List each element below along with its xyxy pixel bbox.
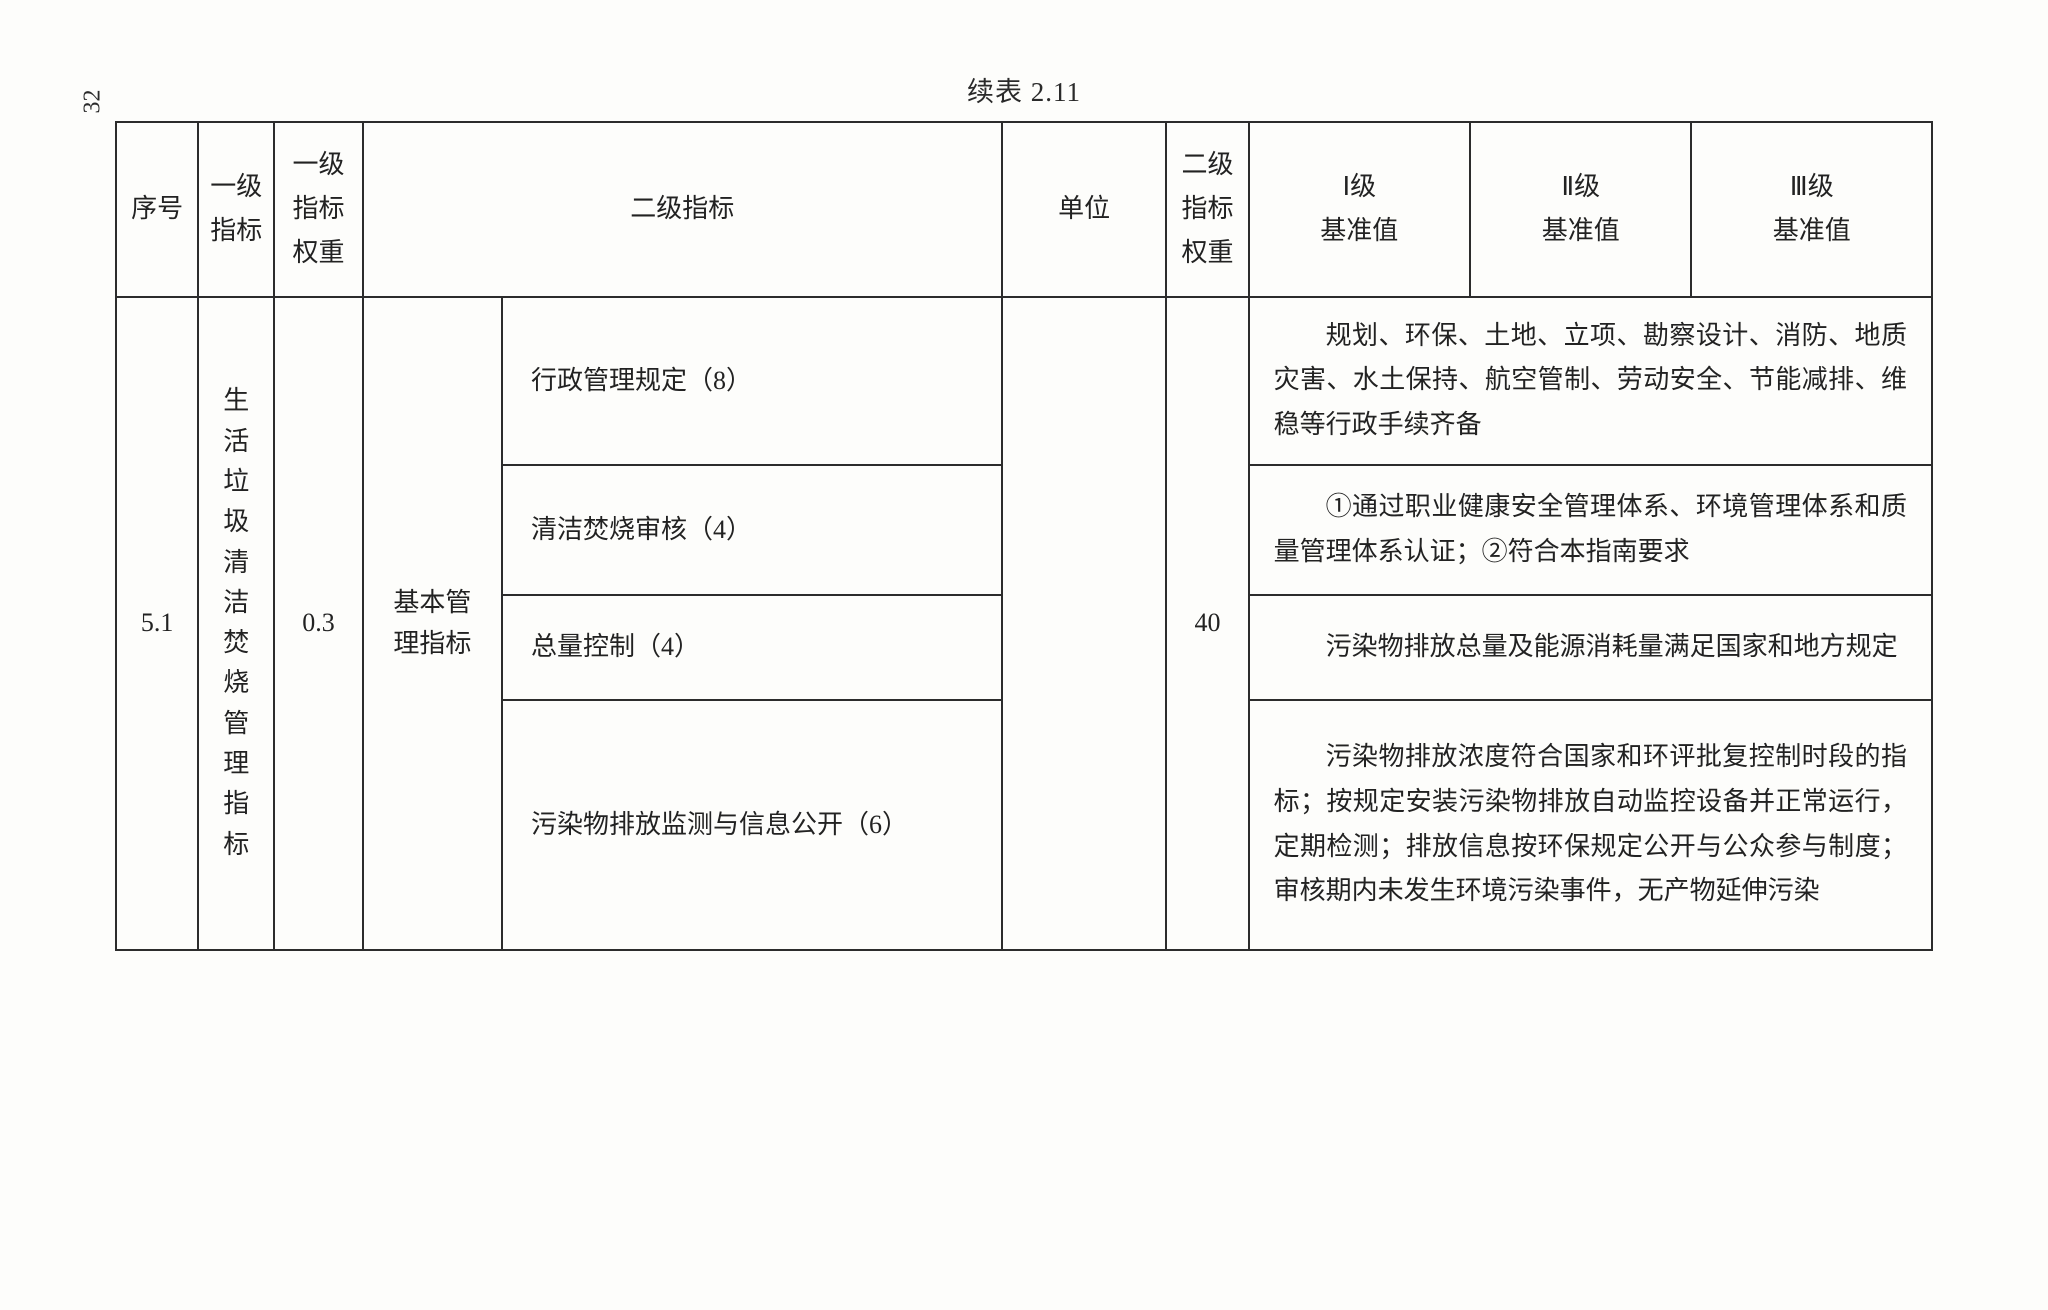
table-row: 5.1 生活垃圾清洁焚烧管理指标 0.3 基本管理指标 行政管理规定（8） 40… bbox=[116, 297, 1932, 465]
cell-item-desc: 污染物排放总量及能源消耗量满足国家和地方规定 bbox=[1249, 595, 1932, 700]
header-level2-weight: 二级指标权重 bbox=[1166, 122, 1248, 297]
header-unit: 单位 bbox=[1002, 122, 1167, 297]
cell-seq: 5.1 bbox=[116, 297, 198, 950]
cell-unit bbox=[1002, 297, 1167, 950]
cell-level1-label: 生活垃圾清洁焚烧管理指标 bbox=[198, 297, 274, 950]
cell-item-desc: 污染物排放浓度符合国家和环评批复控制时段的指标；按规定安装污染物排放自动监控设备… bbox=[1249, 700, 1932, 950]
cell-item-name: 清洁焚烧审核（4） bbox=[502, 465, 1002, 595]
table-header-row: 序号 一级指标 一级指标权重 二级指标 单位 二级指标权重 Ⅰ级基准值 Ⅱ级基准… bbox=[116, 122, 1932, 297]
cell-level2-weight: 40 bbox=[1166, 297, 1248, 950]
page-number: 32 bbox=[80, 94, 107, 114]
header-seq: 序号 bbox=[116, 122, 198, 297]
header-level1-weight: 一级指标权重 bbox=[274, 122, 363, 297]
cell-item-desc: ①通过职业健康安全管理体系、环境管理体系和质量管理体系认证；②符合本指南要求 bbox=[1249, 465, 1932, 595]
table-caption: 续表 2.11 bbox=[115, 70, 1933, 109]
header-benchmark-1: Ⅰ级基准值 bbox=[1249, 122, 1470, 297]
cell-item-name: 污染物排放监测与信息公开（6） bbox=[502, 700, 1002, 950]
document-page: 32 续表 2.11 序号 一级指标 一级指标权重 二级指标 单位 bbox=[0, 0, 2048, 1310]
cell-item-name: 总量控制（4） bbox=[502, 595, 1002, 700]
header-benchmark-2: Ⅱ级基准值 bbox=[1470, 122, 1691, 297]
header-level1: 一级指标 bbox=[198, 122, 274, 297]
header-benchmark-3: Ⅲ级基准值 bbox=[1691, 122, 1932, 297]
header-level2: 二级指标 bbox=[363, 122, 1002, 297]
indicator-table: 序号 一级指标 一级指标权重 二级指标 单位 二级指标权重 Ⅰ级基准值 Ⅱ级基准… bbox=[115, 121, 1933, 951]
cell-level2-category: 基本管理指标 bbox=[363, 297, 502, 950]
cell-level1-weight: 0.3 bbox=[274, 297, 363, 950]
cell-item-name: 行政管理规定（8） bbox=[502, 297, 1002, 465]
cell-item-desc: 规划、环保、土地、立项、勘察设计、消防、地质灾害、水土保持、航空管制、劳动安全、… bbox=[1249, 297, 1932, 465]
